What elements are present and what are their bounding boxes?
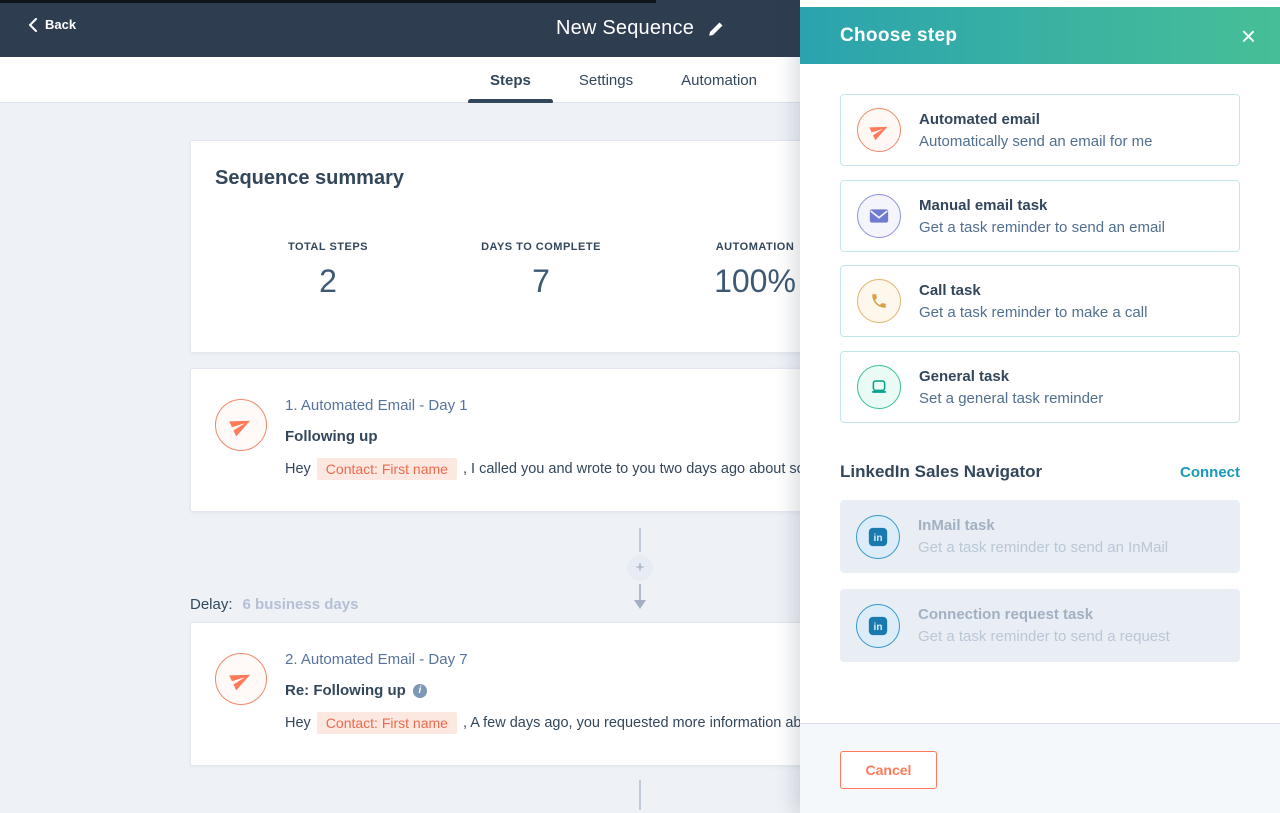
chevron-left-icon [28, 17, 37, 32]
panel-header: Choose step × [800, 7, 1280, 64]
option-manual-email-task[interactable]: Manual email task Get a task reminder to… [840, 180, 1240, 252]
tab-steps[interactable]: Steps [466, 57, 555, 104]
panel-top-gap [800, 0, 1280, 7]
top-strip [0, 0, 656, 3]
option-description: Get a task reminder to send an email [919, 218, 1165, 236]
delay-row: Delay: 6 business days [190, 596, 358, 613]
option-description: Get a task reminder to send an InMail [918, 539, 1169, 556]
stat-automation: AUTOMATION 100% [665, 241, 845, 300]
option-title: Automated email [919, 110, 1040, 128]
back-label: Back [45, 17, 77, 32]
step-subject: Following up [285, 428, 1069, 445]
personalization-token: Contact: First name [316, 712, 457, 734]
step-title-link[interactable]: 2. Automated Email - Day 7 [285, 651, 468, 668]
email-preview: Hey Contact: First name , A few days ago… [285, 712, 1069, 734]
option-description: Automatically send an email for me [919, 132, 1153, 150]
delay-value[interactable]: 6 business days [242, 596, 359, 613]
panel-title: Choose step [840, 24, 958, 46]
send-icon [857, 108, 901, 152]
linkedin-heading: LinkedIn Sales Navigator [840, 462, 1043, 481]
option-call-task[interactable]: Call task Get a task reminder to make a … [840, 265, 1240, 337]
preview-prefix: Hey [285, 715, 311, 731]
tab-settings[interactable]: Settings [578, 71, 634, 89]
envelope-icon [857, 194, 901, 238]
option-inmail-task-disabled: in InMail task Get a task reminder to se… [840, 500, 1240, 573]
step-connector-tail [627, 780, 653, 810]
panel-footer: Cancel [800, 723, 1280, 813]
option-description: Get a task reminder to make a call [919, 303, 1148, 321]
page-title: New Sequence [555, 17, 695, 39]
option-title: Manual email task [919, 196, 1048, 214]
connect-link[interactable]: Connect [1180, 463, 1240, 481]
subject-text: Following up [285, 428, 378, 445]
arrow-down-icon [627, 584, 653, 610]
connector-line [639, 528, 641, 552]
cancel-button[interactable]: Cancel [840, 751, 937, 789]
option-automated-email[interactable]: Automated email Automatically send an em… [840, 94, 1240, 166]
delay-label: Delay: [190, 596, 233, 613]
svg-text:in: in [874, 533, 883, 544]
linkedin-icon: in [856, 603, 900, 648]
stat-value: 7 [532, 263, 550, 299]
option-description: Set a general task reminder [919, 389, 1104, 407]
info-icon[interactable]: i [412, 683, 427, 698]
choose-step-panel: Choose step × Automated email Automatica… [800, 0, 1280, 813]
linkedin-icon: in [856, 514, 900, 559]
option-description: Get a task reminder to send a request [918, 628, 1170, 645]
back-button[interactable]: Back [28, 17, 76, 32]
summary-title: Sequence summary [215, 167, 404, 189]
stat-value: 100% [714, 263, 796, 299]
option-title: General task [919, 367, 1010, 385]
step-connector: + [627, 528, 653, 610]
phone-icon [857, 279, 901, 323]
stat-label: AUTOMATION [715, 241, 795, 253]
option-connection-request-disabled: in Connection request task Get a task re… [840, 589, 1240, 662]
option-title: InMail task [918, 517, 995, 534]
subject-text: Re: Following up [285, 682, 406, 699]
stat-days-to-complete: DAYS TO COMPLETE 7 [451, 241, 631, 300]
option-title: Call task [919, 281, 981, 299]
stat-label: DAYS TO COMPLETE [481, 241, 601, 253]
stat-value: 2 [319, 263, 337, 299]
task-icon [857, 365, 901, 409]
add-step-button[interactable]: + [627, 555, 653, 581]
personalization-token: Contact: First name [316, 458, 457, 480]
panel-body: Automated email Automatically send an em… [800, 64, 1280, 723]
linkedin-section-header: LinkedIn Sales Navigator Connect [840, 462, 1240, 482]
svg-text:in: in [874, 622, 883, 633]
stat-total-steps: TOTAL STEPS 2 [238, 241, 418, 300]
connector-line [639, 780, 641, 810]
step-title-link[interactable]: 1. Automated Email - Day 1 [285, 397, 468, 414]
send-icon [215, 399, 267, 451]
option-general-task[interactable]: General task Set a general task reminder [840, 351, 1240, 423]
tab-automation[interactable]: Automation [681, 71, 757, 89]
preview-prefix: Hey [285, 461, 311, 477]
edit-pencil-icon[interactable] [708, 21, 724, 37]
stat-label: TOTAL STEPS [287, 241, 369, 253]
option-title: Connection request task [918, 606, 1094, 623]
close-icon[interactable]: × [1240, 20, 1256, 51]
send-icon [215, 653, 267, 705]
preview-suffix: , A few days ago, you requested more inf… [462, 715, 904, 731]
step-subject: Re: Following up i [285, 682, 1069, 699]
